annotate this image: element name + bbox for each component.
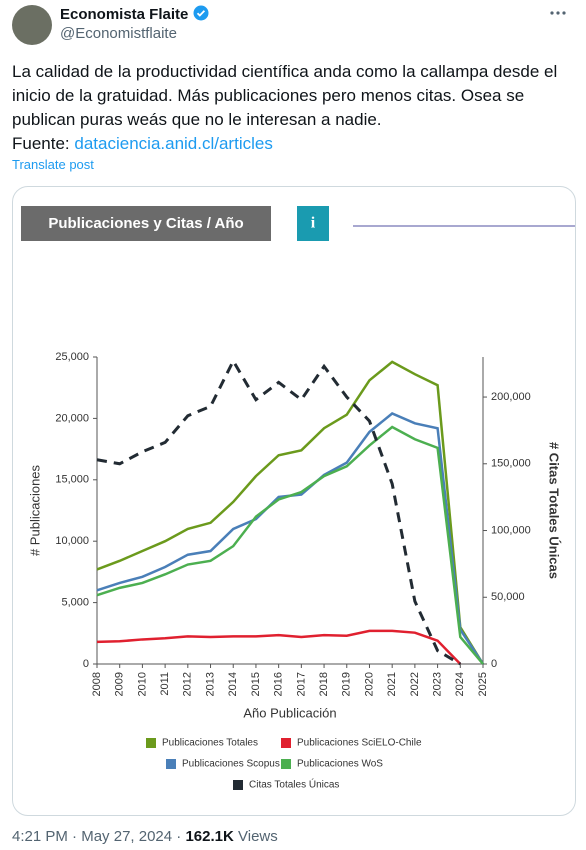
media-card[interactable]: Publicaciones y Citas / Año i 0 5,000 10,0… [12,186,576,816]
x-tick-label: 2020 [363,672,375,696]
legend-swatch [166,759,176,769]
series-line [96,629,462,665]
translate-link[interactable]: Translate post [12,157,94,172]
info-icon[interactable] [297,206,329,241]
y2-tick-label: 200,000 [491,391,531,403]
y2-tick-label: 100,000 [491,524,531,536]
legend-label: Publicaciones Totales [162,738,258,749]
y-tick-label: 0 [83,658,89,670]
y-tick-label: 25,000 [55,351,89,363]
tweet-meta: 4:21 PM · May 27, 2024 · 162.1K Views [12,828,278,845]
name-text[interactable]: Economista Flaite [60,6,189,23]
x-tick-label: 2019 [341,672,353,696]
x-tick-label: 2022 [409,672,421,696]
chart: Publicaciones y Citas / Año i 0 5,000 10,0… [21,206,575,791]
series-line [96,412,485,665]
y-tick-label: 20,000 [55,412,89,424]
date[interactable]: May 27, 2024 [81,828,173,845]
y-tick-label: 15,000 [55,474,89,486]
y2-tick-label: 150,000 [491,458,531,470]
x-tick-label: 2008 [91,672,103,696]
y-tick-label: 10,000 [55,535,89,547]
legend-label: Publicaciones SciELO-Chile [297,738,422,749]
info-icon-text[interactable]: i [311,215,316,232]
more-button[interactable] [546,8,570,18]
y2-axis-title: # Citas Totales Únicas [547,442,562,579]
body-text: La calidad de la productividad científic… [12,62,558,129]
x-tick-label: 2010 [136,672,148,696]
legend-swatch [146,738,156,748]
x-tick-label: 2014 [227,672,239,696]
legend-swatch [281,759,291,769]
x-tick-label: 2018 [318,672,330,696]
x-tick-label: 2017 [295,672,307,696]
separator: · [72,828,78,845]
header-bar [21,206,271,241]
views-label: Views [238,828,278,845]
x-tick-label: 2011 [159,672,171,696]
chart-header: Publicaciones y Citas / Año [48,215,243,232]
y-axis-title: # Publicaciones [27,464,42,556]
x-tick-label: 2025 [477,672,489,696]
legend-label: Citas Totales Únicas [249,778,339,791]
x-axis-title: Año Publicación [243,705,336,720]
separator: · [176,828,182,845]
views-count: 162.1K [185,828,234,845]
source-label: Fuente: [12,134,70,153]
avatar[interactable] [12,5,52,45]
y2-tick-label: 0 [491,658,497,670]
x-tick-label: 2013 [204,672,216,696]
y2-tick-label: 50,000 [491,591,525,603]
series-line [96,360,485,665]
time[interactable]: 4:21 PM [12,828,68,845]
tweet-text: La calidad de la productividad científic… [12,60,574,156]
x-tick-label: 2009 [114,672,126,696]
link[interactable]: dataciencia.anid.cl/articles [74,134,273,153]
display-name[interactable]: Economista Flaite [60,5,209,23]
x-tick-label: 2024 [454,672,466,696]
legend-swatch [233,780,243,790]
legend-label: Publicaciones Scopus [182,759,280,770]
x-tick-label: 2021 [386,672,398,696]
y-tick-label: 5,000 [61,597,89,609]
x-tick-label: 2012 [182,672,194,696]
verified-badge [193,5,209,21]
x-tick-label: 2015 [250,672,262,696]
handle[interactable]: @Economistflaite [60,25,177,42]
series-line [96,357,462,666]
legend-swatch [281,738,291,748]
x-tick-label: 2016 [273,672,285,696]
legend-label: Publicaciones WoS [297,759,383,770]
x-tick-label: 2023 [431,672,443,696]
series-line [96,425,484,665]
